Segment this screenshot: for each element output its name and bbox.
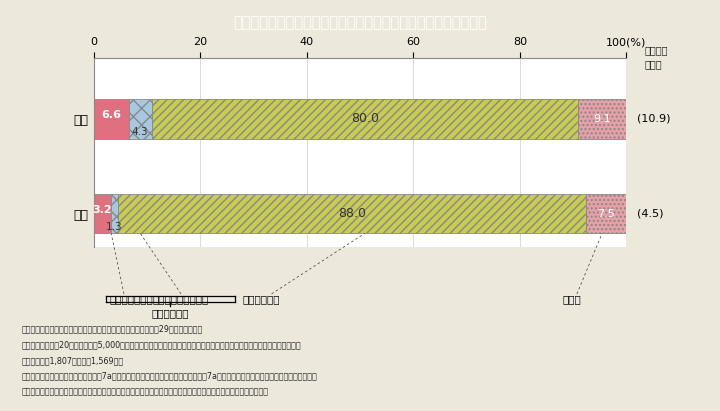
Text: 80.0: 80.0 — [351, 113, 379, 125]
Text: 6.6: 6.6 — [102, 110, 121, 120]
Text: あった（計）: あった（計） — [152, 308, 189, 318]
Text: 無言電話や連続した電話・メールやＳＮＳ・ブログ等への書き込みなどの被害のいずれかとして聴取。: 無言電話や連続した電話・メールやＳＮＳ・ブログ等への書き込みなどの被害のいずれか… — [22, 387, 269, 396]
Text: 88.0: 88.0 — [338, 207, 366, 220]
Bar — [129, 99, 152, 139]
Text: Ｉ－７－８図　特定の相手からの執拗なつきまとい等の被害経験: Ｉ－７－８図 特定の相手からの執拗なつきまとい等の被害経験 — [233, 15, 487, 30]
Text: 7.5: 7.5 — [598, 208, 616, 219]
Bar — [117, 194, 586, 233]
Bar — [578, 99, 626, 139]
Bar — [111, 194, 117, 233]
Text: ２．全国20歳以上の男女5,000人を対象とした無作為抽出によるアンケート調査の結果による。集計対象者は，女性: ２．全国20歳以上の男女5,000人を対象とした無作為抽出によるアンケート調査の… — [22, 340, 301, 349]
Text: (10.9): (10.9) — [637, 114, 671, 124]
Text: 9.1: 9.1 — [593, 114, 611, 124]
Text: まったくない: まったくない — [243, 294, 280, 304]
Text: 無回答: 無回答 — [562, 294, 581, 304]
Bar — [586, 194, 626, 233]
Text: (4.5): (4.5) — [637, 208, 664, 219]
Bar — [94, 194, 111, 233]
Text: 1.3: 1.3 — [106, 222, 122, 232]
Text: 1,807人，男杈1,569人。: 1,807人，男杈1,569人。 — [22, 356, 124, 365]
Bar — [94, 99, 129, 139]
Text: １人からあった: １人からあった — [109, 294, 153, 304]
Text: 4.3: 4.3 — [132, 127, 148, 137]
Text: （備考）１．内閣府「男女間におけも暴力に関する調査」（平成29年）より作成。: （備考）１．内閣府「男女間におけも暴力に関する調査」（平成29年）より作成。 — [22, 325, 203, 334]
Bar — [152, 99, 578, 139]
Text: ２人以上からあった: ２人以上からあった — [152, 294, 209, 304]
Text: ３．「特定の相手からの執戢7aつきまとい等」は，ある特定の相手から執戢7aなつきまといや待ち伏せ，面会・交際の要求，: ３．「特定の相手からの執戢7aつきまとい等」は，ある特定の相手から執戢7aなつき… — [22, 372, 318, 381]
Text: あった、: あった、 — [644, 45, 668, 55]
Text: （計）: （計） — [644, 60, 662, 69]
Text: 3.2: 3.2 — [92, 205, 112, 215]
